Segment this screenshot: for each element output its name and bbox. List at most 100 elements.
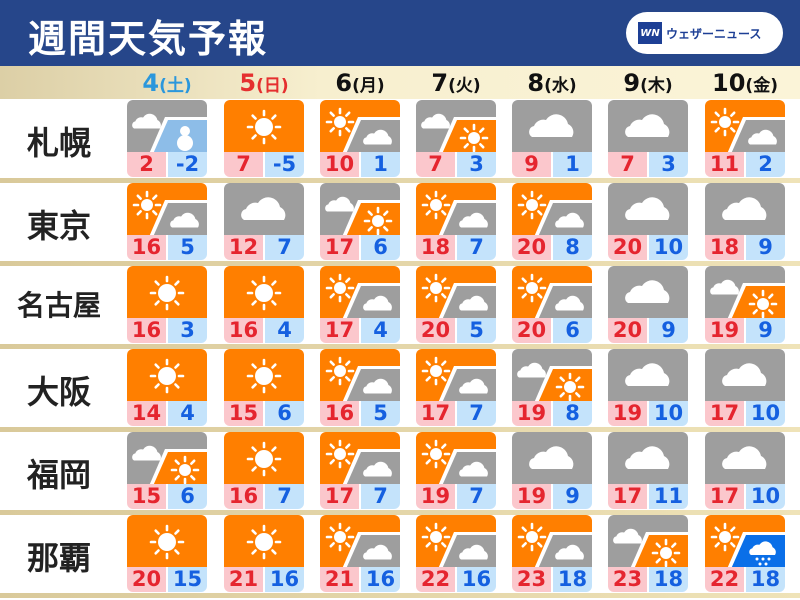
forecast-cell: 16 5 (320, 349, 400, 426)
forecast-cell: 17 7 (416, 349, 496, 426)
high-temp: 19 (608, 401, 647, 426)
day-of-week: (月) (352, 76, 385, 96)
high-temp: 16 (127, 235, 166, 260)
date-label: 4(土) (127, 69, 207, 97)
forecast-cell: 21 16 (224, 515, 304, 592)
forecast-cell: 23 18 (608, 515, 688, 592)
low-temp: 7 (457, 235, 496, 260)
page-title: 週間天気予報 (28, 17, 269, 61)
forecast-cell: 21 16 (320, 515, 400, 592)
forecast-cell: 16 3 (127, 266, 207, 343)
day-number: 7 (431, 69, 449, 97)
forecast-cell: 15 6 (224, 349, 304, 426)
sunny-then-cloudy-icon (416, 266, 496, 318)
forecast-cell: 2 -2 (127, 100, 207, 177)
cloudy-then-sunny-icon (608, 515, 688, 567)
low-temp: 11 (649, 484, 688, 509)
high-temp: 20 (608, 235, 647, 260)
forecast-cell: 19 7 (416, 432, 496, 509)
high-temp: 17 (705, 484, 744, 509)
high-temp: 12 (224, 235, 263, 260)
forecast-cell: 20 8 (512, 183, 592, 260)
logo-mark: WN (638, 22, 662, 44)
city-name: 東京 (26, 207, 91, 245)
cloudy-icon (705, 432, 785, 484)
forecast-cell: 9 1 (512, 100, 592, 177)
low-temp: 10 (649, 401, 688, 426)
high-temp: 2 (127, 152, 166, 177)
forecast-cell: 17 6 (320, 183, 400, 260)
low-temp: 18 (746, 567, 785, 592)
high-temp: 20 (608, 318, 647, 343)
day-of-week: (土) (159, 76, 192, 96)
sunny-then-cloudy-icon (416, 349, 496, 401)
low-temp: 6 (265, 401, 304, 426)
low-temp: 6 (168, 484, 207, 509)
high-temp: 17 (416, 401, 455, 426)
date-label: 8(水) (512, 69, 592, 97)
low-temp: 16 (361, 567, 400, 592)
cloudy-icon (608, 100, 688, 152)
high-temp: 21 (224, 567, 263, 592)
date-label: 9(木) (608, 69, 688, 97)
high-temp: 19 (512, 401, 551, 426)
sunny-then-cloudy-icon (320, 349, 400, 401)
high-temp: 21 (320, 567, 359, 592)
high-temp: 11 (705, 152, 744, 177)
forecast-cell: 12 7 (224, 183, 304, 260)
low-temp: 10 (649, 235, 688, 260)
forecast-cell: 18 7 (416, 183, 496, 260)
low-temp: 18 (553, 567, 592, 592)
weathernews-logo: WN ウェザーニュース (626, 12, 783, 54)
high-temp: 7 (608, 152, 647, 177)
low-temp: 5 (457, 318, 496, 343)
high-temp: 10 (320, 152, 359, 177)
sunny-icon (127, 515, 207, 567)
forecast-cell: 17 4 (320, 266, 400, 343)
forecast-cell: 19 9 (705, 266, 785, 343)
high-temp: 20 (127, 567, 166, 592)
high-temp: 17 (705, 401, 744, 426)
cloudy-icon (512, 100, 592, 152)
low-temp: 9 (746, 235, 785, 260)
low-temp: 5 (168, 235, 207, 260)
forecast-cell: 18 9 (705, 183, 785, 260)
low-temp: 6 (553, 318, 592, 343)
high-temp: 16 (320, 401, 359, 426)
low-temp: -5 (265, 152, 304, 177)
row-divider (0, 427, 800, 432)
day-number: 5 (239, 69, 257, 97)
forecast-cell: 20 6 (512, 266, 592, 343)
forecast-cell: 7 3 (416, 100, 496, 177)
high-temp: 19 (512, 484, 551, 509)
low-temp: 4 (168, 401, 207, 426)
sunny-icon (224, 349, 304, 401)
low-temp: 7 (361, 484, 400, 509)
sunny-then-cloudy-icon (320, 515, 400, 567)
low-temp: 16 (457, 567, 496, 592)
sunny-then-rain-icon (705, 515, 785, 567)
high-temp: 17 (320, 235, 359, 260)
cloudy-then-snow-icon (127, 100, 207, 152)
low-temp: 9 (649, 318, 688, 343)
forecast-cell: 7 -5 (224, 100, 304, 177)
high-temp: 20 (512, 318, 551, 343)
forecast-cell: 7 3 (608, 100, 688, 177)
day-number: 6 (335, 69, 353, 97)
low-temp: 3 (649, 152, 688, 177)
high-temp: 23 (512, 567, 551, 592)
sunny-icon (224, 515, 304, 567)
cloudy-icon (512, 432, 592, 484)
high-temp: 19 (705, 318, 744, 343)
sunny-icon (127, 349, 207, 401)
day-number: 8 (527, 69, 545, 97)
high-temp: 16 (224, 318, 263, 343)
high-temp: 17 (320, 318, 359, 343)
sunny-then-cloudy-icon (416, 432, 496, 484)
date-label: 5(日) (224, 69, 304, 97)
forecast-cell: 16 7 (224, 432, 304, 509)
high-temp: 7 (224, 152, 263, 177)
sunny-then-cloudy-icon (320, 100, 400, 152)
day-of-week: (金) (745, 76, 778, 96)
city-name: 福岡 (26, 456, 91, 494)
